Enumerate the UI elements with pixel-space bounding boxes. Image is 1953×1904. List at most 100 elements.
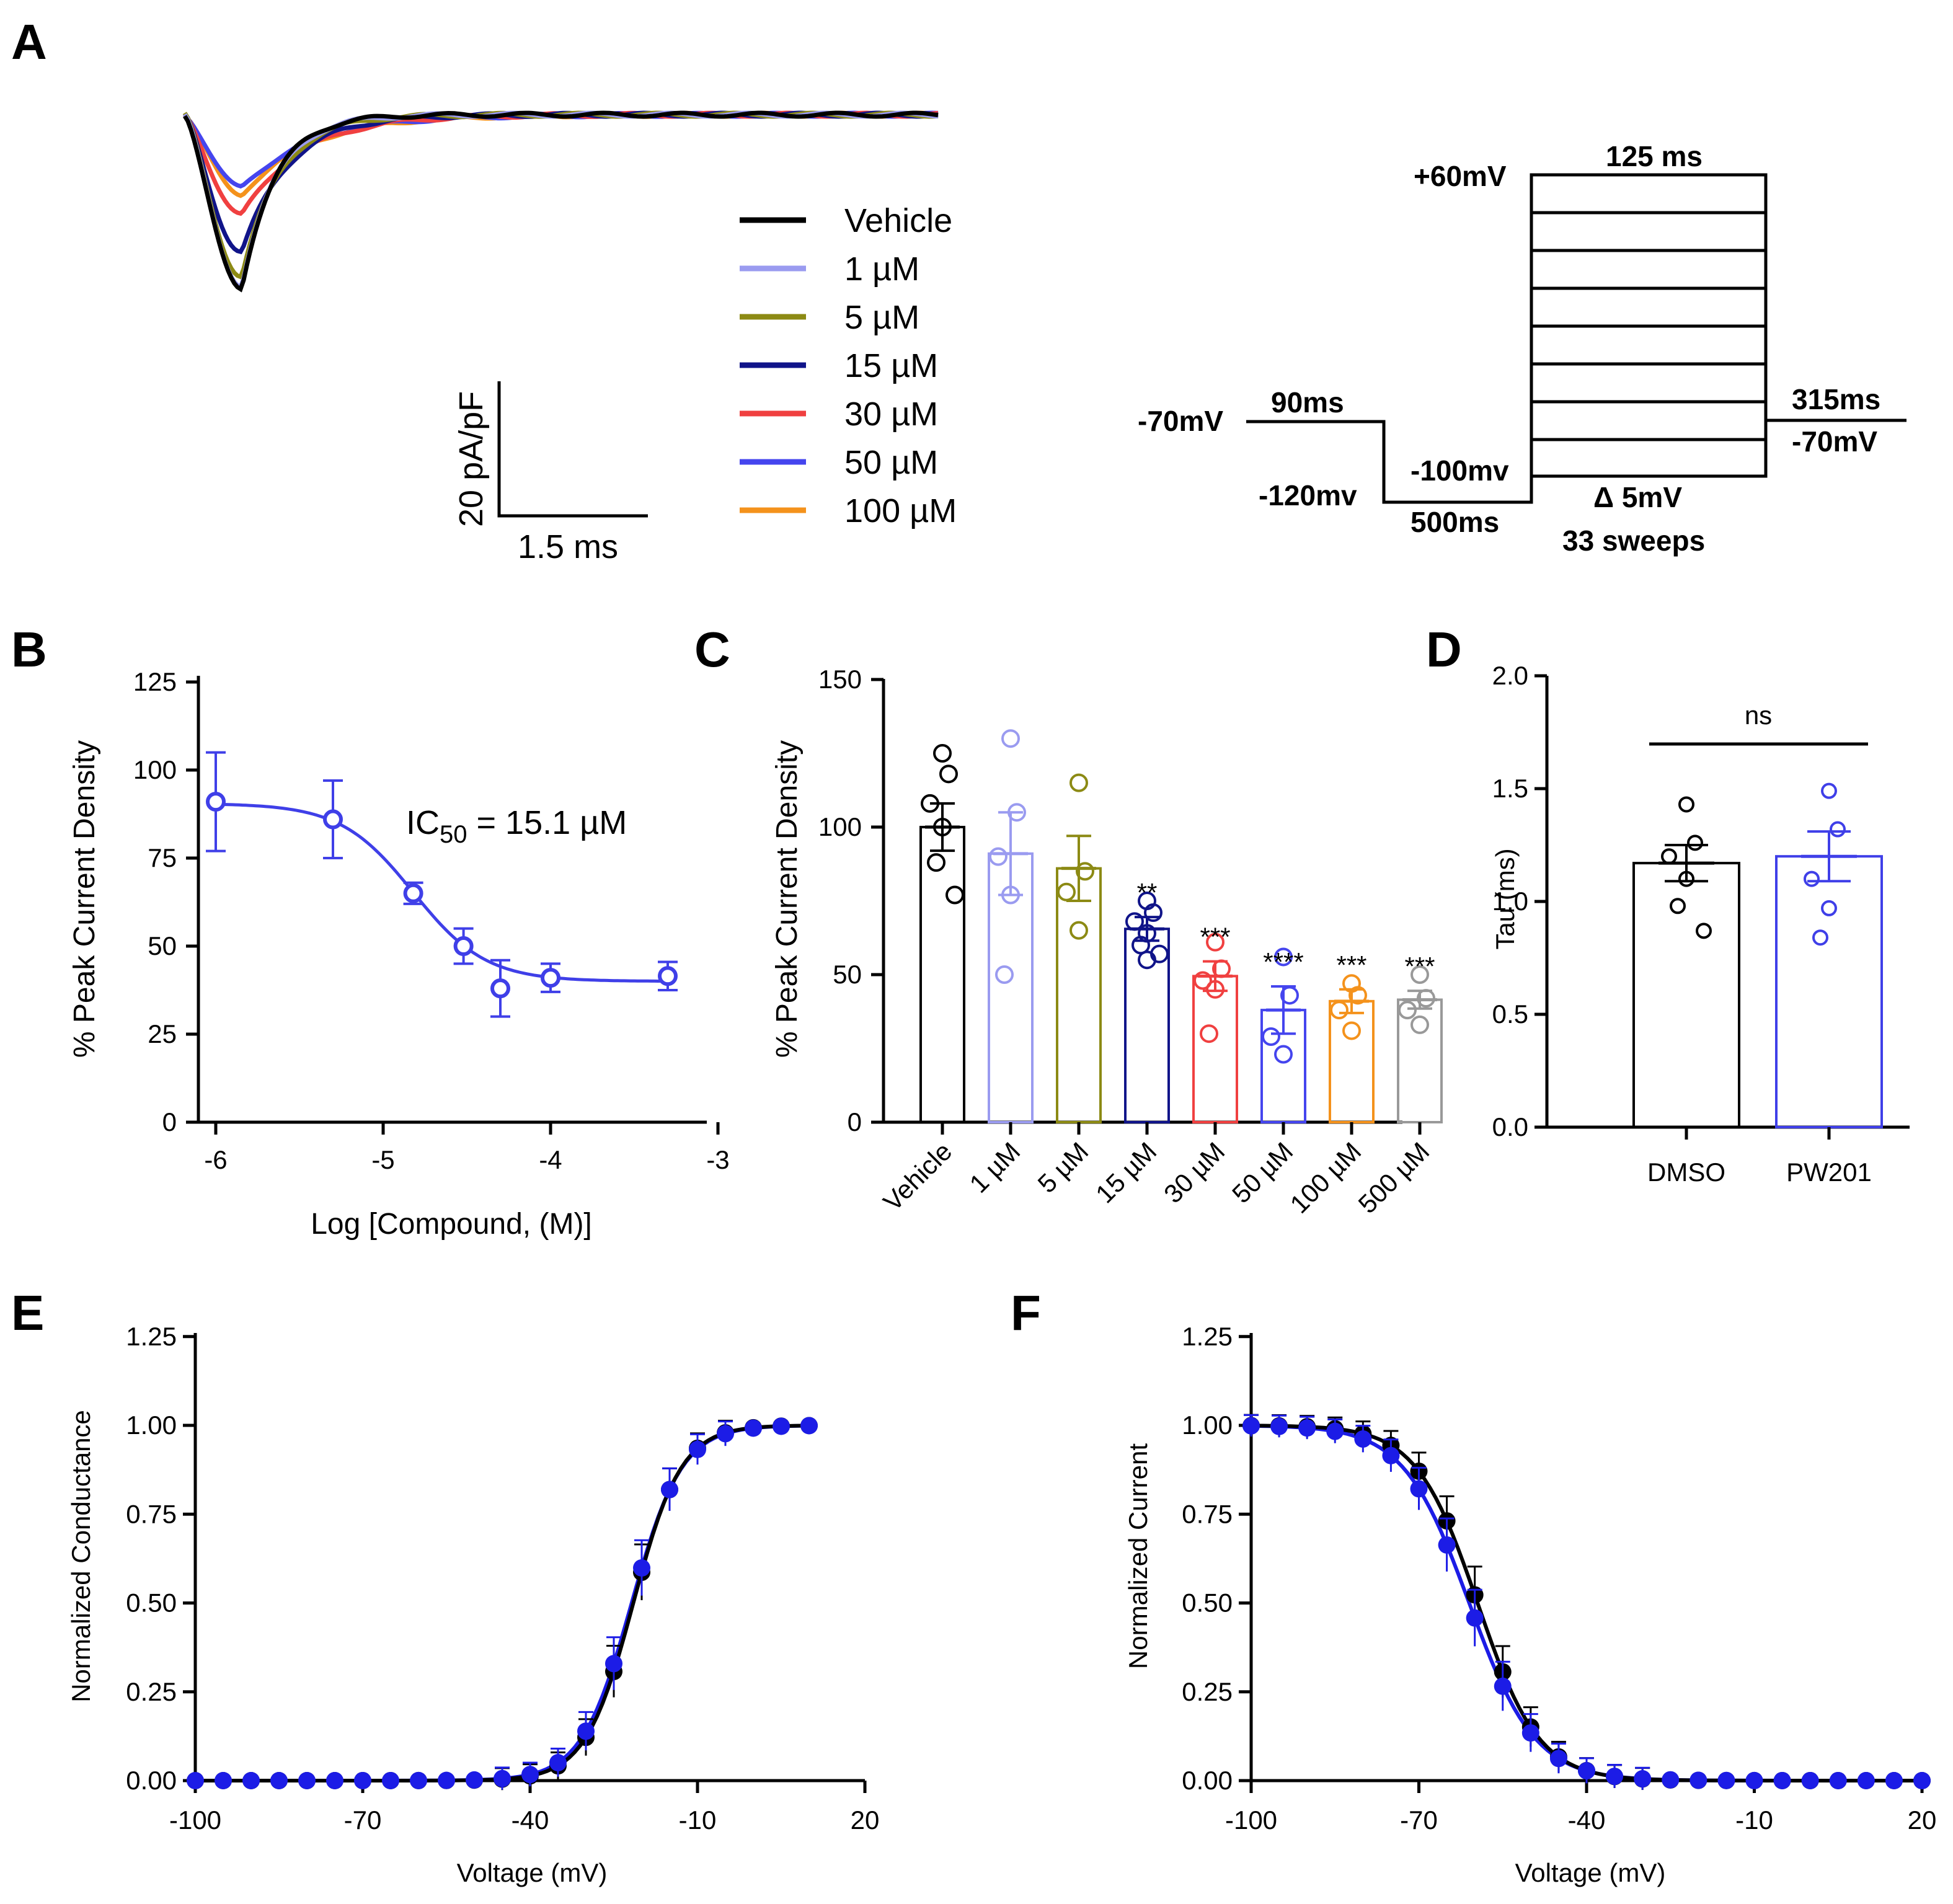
p4-point-1-13 xyxy=(549,1754,567,1772)
p4-point-1-10 xyxy=(466,1771,483,1789)
p5-point-1-15 xyxy=(1662,1771,1680,1789)
c-point-2-0 xyxy=(1070,773,1088,792)
c-point-6-2 xyxy=(1330,1001,1348,1020)
panel-e-axes xyxy=(193,1333,865,1782)
protocol-label-minus70-end: -70mV xyxy=(1792,425,1877,458)
c-ytick-label-2: 100 xyxy=(818,812,862,841)
c-point-2-3 xyxy=(1070,921,1088,940)
c-point-0-0 xyxy=(933,744,952,763)
p4-point-1-11 xyxy=(494,1769,511,1787)
p5-ytick-label-5: 1.25 xyxy=(1182,1322,1233,1351)
p5-point-1-7 xyxy=(1438,1536,1456,1554)
panel-d-ticks: 0.0 0.5 1.0 1.5 2.0 xyxy=(1492,661,1547,1141)
protocol-label-minus70-start: -70mV xyxy=(1138,405,1223,437)
c-xtick-label-1: 1 µM xyxy=(964,1136,1026,1198)
p5-ytick-label-4: 1.00 xyxy=(1182,1410,1233,1440)
c-point-4-3 xyxy=(1206,980,1224,999)
scale-bar: 20 pA/pF 1.5 ms xyxy=(453,381,648,565)
p4-point-1-6 xyxy=(354,1771,371,1789)
voltage-protocol: +60mV 125 ms -70mV 90ms -120mv 500ms -10… xyxy=(1138,140,1906,557)
p5-xtick-label-0: -100 xyxy=(1225,1805,1277,1835)
b-point-5 xyxy=(541,968,560,988)
p4-point-1-17 xyxy=(661,1481,678,1499)
d-point-1-2 xyxy=(1804,870,1820,887)
p4-point-1-15 xyxy=(605,1655,622,1673)
c-point-4-2 xyxy=(1194,971,1212,990)
p5-point-1-5 xyxy=(1382,1446,1400,1464)
b-point-6 xyxy=(658,966,678,986)
ic50-sub: 50 xyxy=(440,821,467,848)
c-point-1-3 xyxy=(1001,885,1020,905)
panel-d-significance-label: ns xyxy=(1745,701,1772,730)
p5-point-1-9 xyxy=(1494,1677,1512,1695)
trace-0 xyxy=(183,110,939,293)
c-point-1-4 xyxy=(995,965,1014,984)
panel-a-legend: Vehicle 1 µM 5 µM 15 µM 30 µM 50 µM 100 µM xyxy=(740,202,957,529)
p5-ytick-label-1: 0.25 xyxy=(1182,1677,1233,1706)
c-ytick-label-0: 0 xyxy=(848,1107,862,1136)
p4-ytick-label-0: 0.00 xyxy=(126,1766,177,1795)
legend-label-5: 50 µM xyxy=(844,444,938,481)
panel-b-y-label: % Peak Current Density xyxy=(68,740,101,1058)
p5-point-1-3 xyxy=(1326,1422,1344,1440)
trace-4 xyxy=(183,110,939,216)
panel-e-ticks: 0.00 0.25 0.50 0.75 1.00 1.25 -100 -70 -40 -10 20 xyxy=(126,1322,879,1835)
panel-label-b: B xyxy=(11,622,47,677)
protocol-label-minus100: -100mv xyxy=(1410,454,1509,487)
protocol-label-minus120: -120mv xyxy=(1259,479,1357,511)
d-point-1-1 xyxy=(1830,821,1846,838)
p5-point-1-17 xyxy=(1717,1771,1735,1789)
panel-f-ticks: 0.00 0.25 0.50 0.75 1.00 1.25 -100 -70 -40 -10 20 xyxy=(1182,1322,1936,1835)
b-point-4 xyxy=(490,978,510,999)
p5-xtick-label-3: -10 xyxy=(1735,1805,1773,1835)
p4-point-1-1 xyxy=(215,1772,232,1789)
p4-point-1-12 xyxy=(521,1766,539,1784)
panel-e-x-label: Voltage (mV) xyxy=(457,1858,608,1887)
p5-point-1-24 xyxy=(1913,1771,1931,1789)
ic50-suffix: = 15.1 µM xyxy=(467,804,627,841)
d-point-1-3 xyxy=(1821,900,1837,916)
panel-b-fit-curve xyxy=(215,802,668,983)
d-ytick-label-3: 1.5 xyxy=(1492,774,1528,803)
c-point-2-2 xyxy=(1057,882,1076,901)
p4-point-1-20 xyxy=(745,1419,762,1437)
p4-xtick-label-0: -100 xyxy=(169,1805,221,1835)
c-point-5-2 xyxy=(1262,1027,1280,1046)
p5-point-1-14 xyxy=(1634,1770,1652,1788)
p4-point-1-7 xyxy=(382,1771,399,1789)
panel-label-d: D xyxy=(1426,622,1462,677)
b-point-1 xyxy=(323,809,343,830)
b-xtick-label-2: -4 xyxy=(539,1145,562,1174)
c-point-0-1 xyxy=(939,764,958,784)
trace-1 xyxy=(183,110,939,290)
scale-bar-y-label: 20 pA/pF xyxy=(453,391,490,527)
c-point-5-1 xyxy=(1280,986,1299,1005)
panel-e-y-label: Normalized Conductance xyxy=(66,1410,95,1703)
c-significance-3: ** xyxy=(1137,878,1158,907)
d-point-1-0 xyxy=(1821,782,1837,799)
panel-b-ticks: 0 25 50 75 100 125 -6 -5 -4 -3 xyxy=(133,667,730,1174)
d-xtick-label-1: PW201 xyxy=(1786,1158,1872,1187)
p5-point-1-8 xyxy=(1466,1609,1484,1627)
panel-e-chart: 0.000.250.500.751.001.25-100 -70 -40 -10 20 … xyxy=(66,1322,879,1887)
p4-point-1-14 xyxy=(577,1722,595,1740)
panel-label-a: A xyxy=(11,14,47,69)
p4-xtick-label-4: 20 xyxy=(851,1805,880,1835)
c-point-7-0 xyxy=(1410,965,1429,984)
protocol-label-plus60: +60mV xyxy=(1414,160,1507,192)
panel-c-y-label: % Peak Current Density xyxy=(771,740,804,1058)
p5-ytick-label-3: 0.75 xyxy=(1182,1499,1233,1528)
b-ytick-label-1: 25 xyxy=(148,1019,177,1048)
p5-point-1-13 xyxy=(1606,1768,1624,1786)
panel-label-f: F xyxy=(1011,1285,1041,1340)
p5-point-1-6 xyxy=(1410,1480,1428,1498)
p5-ytick-label-2: 0.50 xyxy=(1182,1588,1233,1618)
p5-xtick-label-4: 20 xyxy=(1908,1805,1937,1835)
d-point-0-5 xyxy=(1696,923,1712,939)
p5-point-1-4 xyxy=(1354,1430,1372,1448)
c-point-5-3 xyxy=(1274,1045,1293,1064)
p5-point-1-2 xyxy=(1298,1419,1316,1437)
c-point-1-0 xyxy=(1001,729,1020,748)
b-xtick-label-1: -5 xyxy=(371,1145,394,1174)
